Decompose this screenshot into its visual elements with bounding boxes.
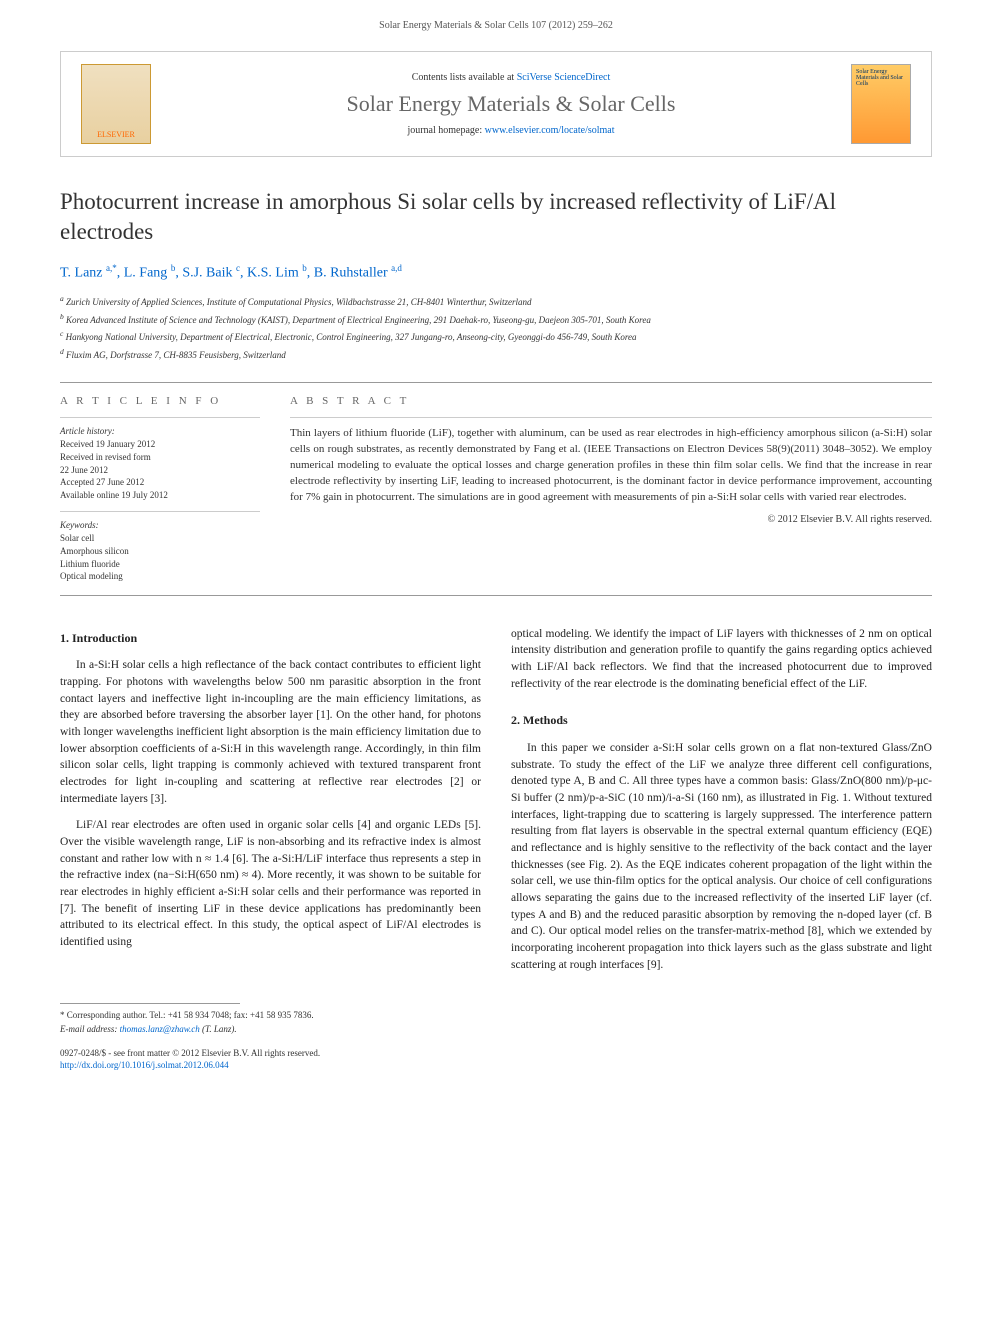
- affiliation-line: d Fluxim AG, Dorfstrasse 7, CH-8835 Feus…: [60, 346, 932, 363]
- page-header-citation: Solar Energy Materials & Solar Cells 107…: [0, 0, 992, 41]
- left-column: 1. Introduction In a-Si:H solar cells a …: [60, 626, 481, 983]
- keywords-lines: Solar cellAmorphous siliconLithium fluor…: [60, 532, 260, 582]
- intro-paragraph-2: LiF/Al rear electrodes are often used in…: [60, 817, 481, 950]
- journal-cover-thumbnail: Solar Energy Materials and Solar Cells: [851, 64, 911, 144]
- doi-line: http://dx.doi.org/10.1016/j.solmat.2012.…: [60, 1060, 932, 1072]
- article-info-heading: A R T I C L E I N F O: [60, 395, 260, 407]
- citation-text: Solar Energy Materials & Solar Cells 107…: [379, 20, 613, 31]
- keyword-line: Solar cell: [60, 532, 260, 545]
- history-line: Accepted 27 June 2012: [60, 476, 260, 489]
- keywords-label: Keywords:: [60, 520, 260, 530]
- issn-line: 0927-0248/$ - see front matter © 2012 El…: [60, 1048, 932, 1060]
- doi-link[interactable]: http://dx.doi.org/10.1016/j.solmat.2012.…: [60, 1060, 229, 1070]
- keyword-line: Amorphous silicon: [60, 545, 260, 558]
- footer-separator: [60, 1003, 240, 1004]
- right-column: optical modeling. We identify the impact…: [511, 626, 932, 983]
- abstract-heading: A B S T R A C T: [290, 395, 932, 407]
- email-line: E-mail address: thomas.lanz@zhaw.ch (T. …: [60, 1024, 932, 1034]
- journal-center: Contents lists available at SciVerse Sci…: [171, 72, 851, 136]
- history-lines: Received 19 January 2012Received in revi…: [60, 438, 260, 501]
- keyword-line: Lithium fluoride: [60, 558, 260, 571]
- author-email-link[interactable]: thomas.lanz@zhaw.ch: [120, 1024, 200, 1034]
- body-columns: 1. Introduction In a-Si:H solar cells a …: [60, 626, 932, 983]
- methods-paragraph-1: In this paper we consider a-Si:H solar c…: [511, 740, 932, 973]
- history-line: Received 19 January 2012: [60, 438, 260, 451]
- journal-name: Solar Energy Materials & Solar Cells: [171, 91, 851, 117]
- intro-paragraph-1: In a-Si:H solar cells a high reflectance…: [60, 657, 481, 807]
- article-info-block: A R T I C L E I N F O Article history: R…: [60, 395, 260, 582]
- history-label: Article history:: [60, 426, 260, 436]
- abstract-copyright: © 2012 Elsevier B.V. All rights reserved…: [290, 514, 932, 525]
- journal-masthead: ELSEVIER Contents lists available at Sci…: [60, 51, 932, 157]
- article-title: Photocurrent increase in amorphous Si so…: [60, 187, 932, 247]
- abstract-block: A B S T R A C T Thin layers of lithium f…: [290, 395, 932, 582]
- article-meta-row: A R T I C L E I N F O Article history: R…: [60, 382, 932, 595]
- homepage-link[interactable]: www.elsevier.com/locate/solmat: [485, 125, 615, 136]
- intro-continuation: optical modeling. We identify the impact…: [511, 626, 932, 693]
- intro-heading: 1. Introduction: [60, 630, 481, 647]
- history-line: 22 June 2012: [60, 464, 260, 477]
- keyword-line: Optical modeling: [60, 570, 260, 583]
- page-footer: 0927-0248/$ - see front matter © 2012 El…: [60, 1048, 932, 1071]
- affiliation-line: b Korea Advanced Institute of Science an…: [60, 311, 932, 328]
- affiliation-line: a Zurich University of Applied Sciences,…: [60, 293, 932, 310]
- abstract-text: Thin layers of lithium fluoride (LiF), t…: [290, 426, 932, 506]
- history-line: Available online 19 July 2012: [60, 489, 260, 502]
- methods-heading: 2. Methods: [511, 712, 932, 729]
- sciverse-link[interactable]: SciVerse ScienceDirect: [517, 72, 611, 83]
- contents-available-line: Contents lists available at SciVerse Sci…: [171, 72, 851, 83]
- corresponding-author: * Corresponding author. Tel.: +41 58 934…: [60, 1010, 932, 1020]
- affiliations: a Zurich University of Applied Sciences,…: [60, 293, 932, 362]
- author-list: T. Lanz a,*, L. Fang b, S.J. Baik c, K.S…: [60, 263, 932, 282]
- history-line: Received in revised form: [60, 451, 260, 464]
- elsevier-logo: ELSEVIER: [81, 64, 151, 144]
- homepage-line: journal homepage: www.elsevier.com/locat…: [171, 125, 851, 136]
- affiliation-line: c Hankyong National University, Departme…: [60, 328, 932, 345]
